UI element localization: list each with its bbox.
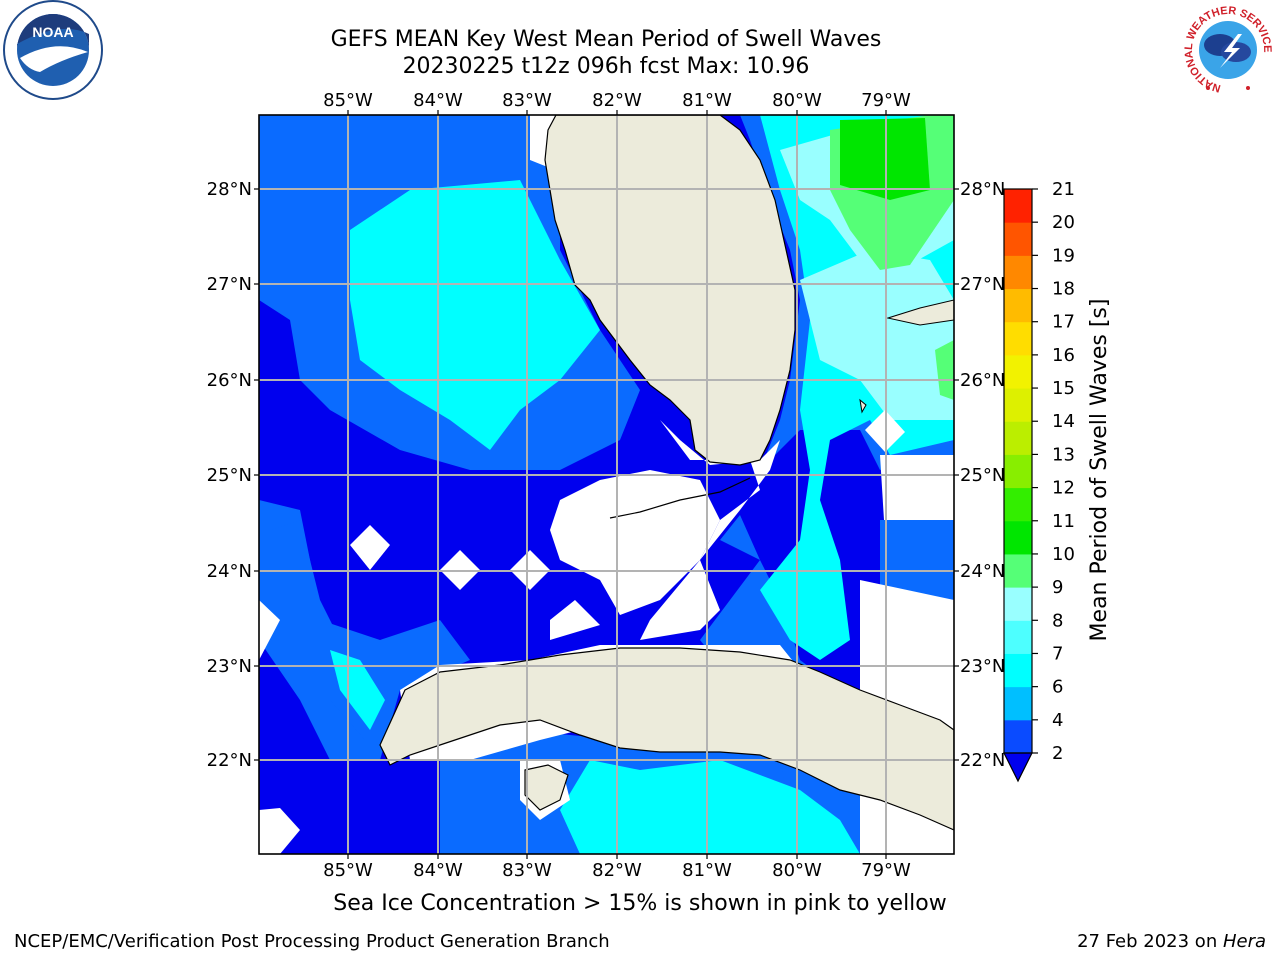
lat-label-right: 23°N: [960, 656, 1005, 677]
colorbar-swatch: [1004, 719, 1032, 754]
lon-label-bottom: 80°W: [772, 860, 822, 881]
colorbar-swatch: [1004, 388, 1032, 422]
lat-label-left: 28°N: [207, 179, 252, 200]
footer-date: 27 Feb 2023 on Hera: [1077, 931, 1266, 952]
colorbar-tick-label: 10: [1052, 544, 1075, 565]
colorbar-swatch: [1004, 553, 1032, 588]
lon-label-top: 81°W: [682, 90, 732, 111]
sea-ice-caption: Sea Ice Concentration > 15% is shown in …: [333, 891, 947, 916]
colorbar-tick-label: 11: [1052, 511, 1075, 532]
lat-label-right: 24°N: [960, 561, 1005, 582]
colorbar-tick-label: 4: [1052, 710, 1063, 731]
colorbar: 2 4 6 7 8 9 10 11 12 13 14 15 16 17 18 19 20 21: [1003, 179, 1075, 783]
lon-label-top: 80°W: [772, 90, 822, 111]
swell-period-field: [259, 115, 954, 854]
lon-label-bottom: 82°W: [592, 860, 642, 881]
lat-label-left: 24°N: [207, 561, 252, 582]
lon-label-bottom: 84°W: [413, 860, 463, 881]
nws-logo: NATIONAL WEATHER SERVICE: [1181, 3, 1275, 97]
lon-label-top: 85°W: [323, 90, 373, 111]
footer-date-text: 27 Feb 2023 on: [1077, 931, 1223, 952]
lat-label-left: 25°N: [207, 465, 252, 486]
colorbar-tick-label: 7: [1052, 643, 1063, 664]
lon-label-top: 82°W: [592, 90, 642, 111]
colorbar-tick-label: 6: [1052, 677, 1063, 698]
colorbar-swatch: [1004, 421, 1032, 455]
colorbar-swatch: [1004, 354, 1032, 389]
lat-label-right: 26°N: [960, 370, 1005, 391]
colorbar-swatch: [1004, 520, 1032, 555]
map-frame: [258, 114, 955, 855]
colorbar-tick-label: 21: [1052, 179, 1075, 200]
colorbar-swatch: [1004, 222, 1032, 256]
lat-label-left: 26°N: [207, 370, 252, 391]
colorbar-swatch: [1004, 189, 1032, 223]
lon-label-bottom: 85°W: [323, 860, 373, 881]
colorbar-swatch: [1004, 620, 1032, 654]
lon-label-top: 84°W: [413, 90, 463, 111]
lon-label-top: 83°W: [502, 90, 552, 111]
colorbar-swatch: [1004, 288, 1032, 323]
colorbar-swatch: [1004, 454, 1032, 489]
lat-label-right: 25°N: [960, 465, 1005, 486]
lon-label-bottom: 83°W: [502, 860, 552, 881]
colorbar-tick-label: 17: [1052, 312, 1075, 333]
colorbar-tick-label: 14: [1052, 411, 1075, 432]
colorbar-tick-label: 8: [1052, 610, 1063, 631]
graticule: [259, 115, 954, 854]
colorbar-tick-label: 2: [1052, 743, 1063, 764]
colorbar-swatch: [1004, 321, 1032, 356]
chart-subtitle: 20230225 t12z 096h fcst Max: 10.96: [402, 54, 810, 79]
lat-label-right: 28°N: [960, 179, 1005, 200]
colorbar-swatch: [1004, 587, 1032, 621]
colorbar-label: Mean Period of Swell Waves [s]: [1087, 299, 1112, 642]
lon-label-bottom: 79°W: [861, 860, 911, 881]
lat-label-right: 22°N: [960, 750, 1005, 771]
lon-label-top: 79°W: [861, 90, 911, 111]
footer-machine: Hera: [1222, 931, 1266, 952]
colorbar-frame: [1003, 188, 1033, 754]
colorbar-tick-label: 13: [1052, 444, 1075, 465]
colorbar-swatch: [1004, 686, 1032, 721]
colorbar-tick-label: 15: [1052, 378, 1075, 399]
footer-producer: NCEP/EMC/Verification Post Processing Pr…: [14, 931, 610, 952]
lon-label-bottom: 81°W: [682, 860, 732, 881]
chart-title: GEFS MEAN Key West Mean Period of Swell …: [330, 27, 882, 52]
colorbar-swatch: [1004, 255, 1032, 290]
lat-label-left: 22°N: [207, 750, 252, 771]
lat-label-right: 27°N: [960, 274, 1005, 295]
lat-label-left: 27°N: [207, 274, 252, 295]
lat-label-left: 23°N: [207, 656, 252, 677]
colorbar-tick-label: 16: [1052, 345, 1075, 366]
noaa-logo: NOAA: [3, 0, 103, 100]
colorbar-swatch: [1004, 487, 1032, 522]
colorbar-tick-label: 19: [1052, 245, 1075, 266]
colorbar-tick-label: 9: [1052, 577, 1063, 598]
colorbar-swatch: [1004, 653, 1032, 688]
colorbar-tick-label: 18: [1052, 279, 1075, 300]
colorbar-extend-arrow: [1003, 752, 1033, 783]
colorbar-tick-label: 20: [1052, 212, 1075, 233]
noaa-logo-text: NOAA: [32, 24, 73, 40]
colorbar-tick-label: 12: [1052, 478, 1075, 499]
